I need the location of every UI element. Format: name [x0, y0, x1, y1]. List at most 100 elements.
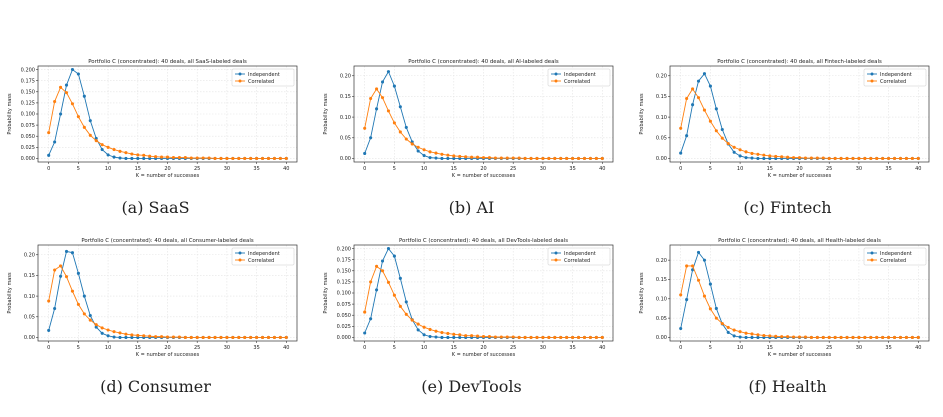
data-point-correlated [410, 142, 414, 146]
data-point-independent [130, 156, 134, 160]
data-point-correlated [786, 335, 790, 339]
data-point-correlated [803, 156, 807, 160]
caption-health: (f) Health [748, 377, 827, 396]
data-point-correlated [582, 156, 587, 160]
x-tick-label: 40 [915, 345, 921, 351]
x-tick-label: 25 [826, 166, 832, 172]
legend-label-correlated: Correlated [564, 79, 590, 85]
data-point-correlated [916, 156, 920, 160]
data-point-independent [112, 155, 116, 159]
data-point-correlated [369, 96, 373, 101]
data-point-independent [76, 271, 80, 275]
y-tick-label: 0.050 [21, 134, 35, 140]
data-point-correlated [154, 335, 158, 339]
data-point-independent [714, 107, 718, 111]
data-point-correlated [136, 153, 140, 157]
data-point-correlated [100, 143, 104, 147]
subplot-devtools: Portfolio C (concentrated): 40 deals, al… [316, 237, 627, 417]
data-point-correlated [94, 323, 98, 327]
legend-box [547, 68, 611, 87]
data-point-independent [744, 335, 748, 339]
y-tick-label: 0.025 [21, 145, 35, 151]
data-point-correlated [756, 333, 760, 337]
data-point-independent [53, 140, 57, 144]
data-point-correlated [523, 335, 527, 339]
data-point-correlated [857, 335, 861, 339]
data-point-correlated [476, 334, 480, 338]
data-point-correlated [452, 154, 456, 158]
y-axis-label: Probability mass [323, 93, 329, 135]
data-point-correlated [219, 156, 223, 160]
y-tick-label: 0.15 [24, 273, 35, 279]
y-tick-label: 0.00 [340, 156, 351, 162]
legend-label-independent: Independent [564, 72, 596, 78]
y-tick-label: 0.05 [656, 135, 667, 141]
data-point-correlated [225, 156, 229, 160]
data-point-correlated [815, 335, 819, 339]
data-point-correlated [53, 268, 57, 272]
data-point-correlated [833, 156, 837, 160]
y-tick-label: 0.100 [337, 291, 351, 297]
chart-devtools: Portfolio C (concentrated): 40 deals, al… [323, 238, 614, 358]
subplot-fintech: Portfolio C (concentrated): 40 deals, al… [632, 58, 943, 238]
y-tick-label: 0.05 [656, 316, 667, 322]
data-point-correlated [243, 156, 247, 160]
data-point-correlated [696, 278, 701, 282]
data-point-independent [118, 335, 122, 339]
data-point-correlated [499, 156, 503, 160]
data-point-correlated [792, 335, 796, 339]
data-point-correlated [875, 335, 879, 339]
data-point-independent [88, 119, 92, 123]
data-point-independent [404, 125, 408, 129]
data-point-correlated [839, 156, 843, 160]
subplot-health: Portfolio C (concentrated): 40 deals, al… [632, 237, 943, 417]
data-point-correlated [786, 155, 790, 159]
data-point-correlated [464, 155, 468, 159]
legend-label-correlated: Correlated [880, 79, 906, 85]
data-point-correlated [910, 156, 914, 160]
data-point-correlated [517, 156, 521, 160]
data-point-correlated [177, 335, 181, 339]
data-point-independent [458, 335, 462, 339]
data-point-independent [76, 72, 80, 76]
data-point-correlated [851, 335, 855, 339]
data-point-independent [679, 327, 683, 331]
legend-label-independent: Independent [248, 72, 280, 78]
chart-fintech: Portfolio C (concentrated): 40 deals, al… [639, 59, 930, 179]
data-point-independent [428, 156, 432, 160]
data-point-independent [59, 112, 63, 116]
x-tick-label: 35 [885, 166, 891, 172]
data-point-correlated [189, 156, 193, 160]
series-line-independent [680, 72, 919, 159]
data-point-correlated [446, 153, 450, 157]
data-point-correlated [732, 328, 736, 332]
data-point-correlated [910, 335, 914, 339]
y-axis-label: Probability mass [7, 272, 13, 314]
data-point-independent [380, 80, 385, 84]
y-tick-label: 0.125 [21, 101, 35, 107]
subplot-ai: Portfolio C (concentrated): 40 deals, al… [316, 58, 627, 238]
data-point-independent [708, 84, 712, 88]
data-point-correlated [53, 100, 57, 104]
data-point-correlated [136, 333, 140, 337]
data-point-correlated [714, 129, 718, 133]
x-tick-label: 40 [283, 166, 289, 172]
data-point-correlated [284, 335, 288, 339]
x-tick-label: 30 [540, 166, 546, 172]
data-point-correlated [845, 335, 849, 339]
data-point-correlated [541, 335, 545, 339]
data-point-correlated [679, 126, 683, 130]
data-point-correlated [493, 335, 497, 339]
data-point-independent [369, 136, 373, 140]
data-point-correlated [237, 156, 241, 160]
data-point-correlated [231, 156, 235, 160]
data-point-correlated [726, 142, 730, 146]
y-tick-label: 0.075 [21, 123, 35, 129]
data-point-correlated [422, 325, 426, 329]
data-point-correlated [255, 156, 259, 160]
data-point-correlated [130, 152, 134, 156]
data-point-independent [142, 156, 146, 160]
data-point-correlated [249, 156, 253, 160]
data-point-correlated [260, 335, 265, 339]
data-point-correlated [738, 330, 742, 334]
